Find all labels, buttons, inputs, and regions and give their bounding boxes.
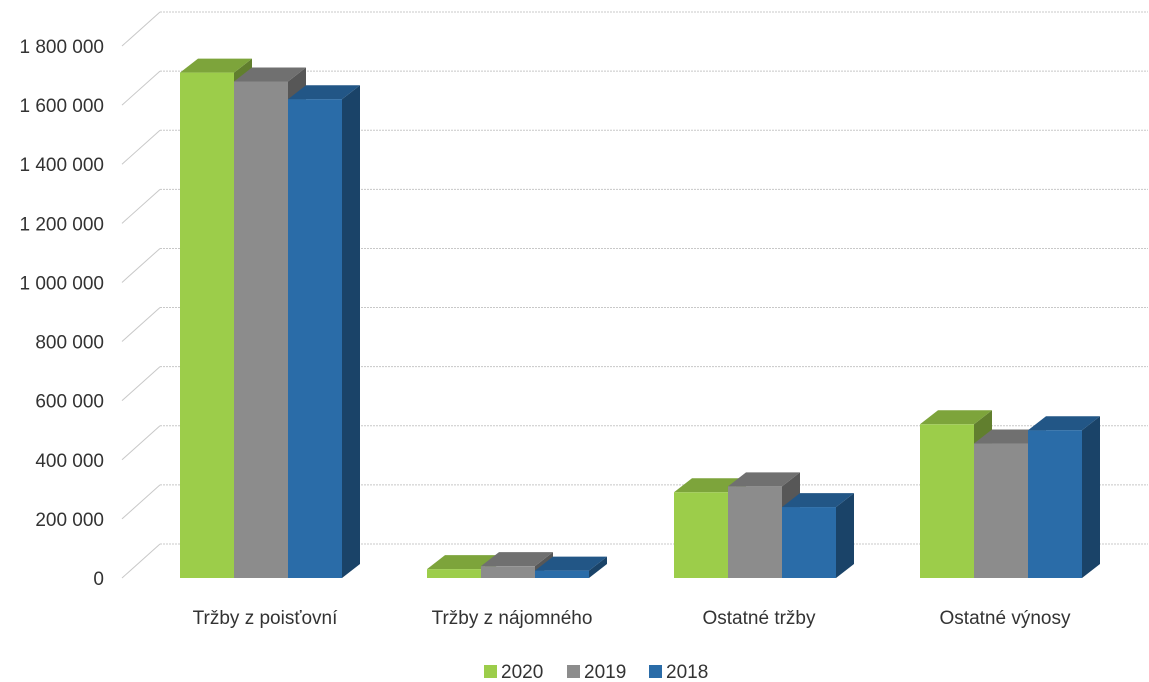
y-tick-label: 400 000 <box>35 451 104 472</box>
gridline-depth <box>121 11 161 47</box>
x-axis-categories: Tržby z poisťovní Tržby z nájomného Ostatn… <box>193 608 1071 629</box>
bar-top <box>728 472 800 487</box>
legend-item-2019: 2019 <box>567 662 626 682</box>
gridline-depth <box>121 70 161 106</box>
bar-front <box>234 81 288 578</box>
legend-label: 2019 <box>584 662 626 682</box>
gridline-depth <box>121 129 161 165</box>
bar-front <box>481 566 535 578</box>
bar-front <box>535 570 589 578</box>
legend: 2020 2019 2018 <box>484 662 708 682</box>
gridline-depth <box>121 484 161 520</box>
bar-2018-2 <box>782 493 854 578</box>
x-category-label: Tržby z poisťovní <box>193 608 338 629</box>
bar-front <box>974 443 1028 578</box>
gridline-depth <box>121 248 161 283</box>
bar-front <box>427 569 481 578</box>
legend-swatch <box>484 665 497 678</box>
bar-top <box>180 58 252 73</box>
gridline-depth <box>121 188 161 224</box>
bars <box>180 58 1100 579</box>
legend-label: 2018 <box>666 662 708 682</box>
bar-top <box>782 493 854 508</box>
bar-side <box>342 85 360 578</box>
bar-front <box>1028 430 1082 578</box>
legend-item-2020: 2020 <box>484 662 543 682</box>
y-tick-label: 1 200 000 <box>19 214 104 235</box>
gridline-depth <box>121 366 161 402</box>
bar-2018-0 <box>288 85 360 578</box>
bar-top <box>427 555 499 570</box>
y-tick-label: 1 800 000 <box>19 37 104 58</box>
bar-top <box>1028 416 1100 431</box>
gridlines <box>121 11 1148 579</box>
bar-front <box>920 424 974 578</box>
y-tick-label: 1 000 000 <box>19 273 104 294</box>
y-tick-label: 600 000 <box>35 392 104 413</box>
y-tick-label: 1 600 000 <box>19 96 104 117</box>
bar-2018-1 <box>535 556 607 578</box>
legend-item-2018: 2018 <box>649 662 708 682</box>
y-tick-label: 0 <box>93 569 104 590</box>
bar-top <box>288 85 360 100</box>
bar-2018-3 <box>1028 416 1100 578</box>
bar-front <box>728 486 782 578</box>
bar-front <box>782 507 836 578</box>
bar-top <box>535 556 607 571</box>
y-tick-label: 200 000 <box>35 510 104 531</box>
x-category-label: Ostatné výnosy <box>940 608 1071 629</box>
gridline-depth <box>121 425 161 461</box>
bar-top <box>920 410 992 425</box>
bar-top <box>234 67 306 82</box>
bar-side <box>589 556 607 578</box>
gridline-depth <box>121 543 161 579</box>
bar-top <box>481 552 553 567</box>
bar-side <box>1082 416 1100 578</box>
legend-label: 2020 <box>501 662 543 682</box>
bar-front <box>674 492 728 578</box>
legend-swatch <box>649 665 662 678</box>
bar-front <box>288 99 342 578</box>
legend-swatch <box>567 665 580 678</box>
x-category-label: Ostatné tržby <box>703 608 816 629</box>
bar-side <box>836 493 854 578</box>
x-category-label: Tržby z nájomného <box>432 608 593 629</box>
y-tick-label: 800 000 <box>35 333 104 354</box>
y-tick-label: 1 400 000 <box>19 155 104 176</box>
bar-front <box>180 72 234 578</box>
y-axis-ticks: 0 200 000 400 000 600 000 800 000 1 000 000 1 … <box>19 37 104 590</box>
gridline-depth <box>121 307 161 342</box>
